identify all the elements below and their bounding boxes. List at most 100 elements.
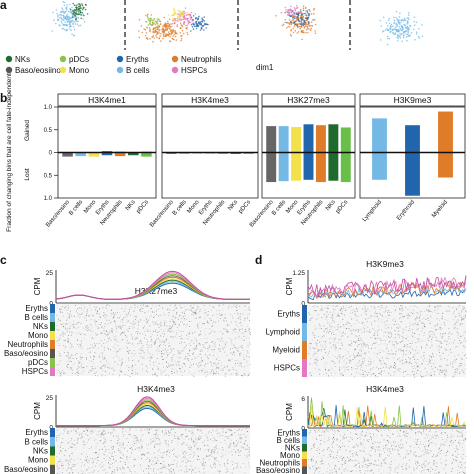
row-color-bar	[50, 367, 55, 376]
scatter-point	[294, 23, 297, 26]
heatmap-cell	[84, 334, 86, 335]
heatmap-cell	[165, 338, 167, 340]
scatter-point	[389, 25, 392, 27]
heatmap-cell	[79, 316, 81, 318]
heatmap-cell	[238, 315, 240, 317]
heatmap-cell	[67, 328, 69, 330]
heatmap-cell	[376, 356, 378, 358]
bar-lost	[278, 152, 289, 182]
heatmap-cell	[65, 346, 66, 348]
heatmap-cell	[137, 320, 138, 322]
heatmap-cell	[200, 430, 201, 432]
scatter-point	[385, 22, 388, 24]
heatmap-cell	[429, 361, 430, 363]
heatmap-cell	[166, 362, 167, 364]
heatmap-cell	[195, 318, 197, 319]
heatmap-cell	[97, 310, 98, 312]
scatter-point	[83, 6, 85, 9]
heatmap-cell	[114, 314, 115, 316]
scatter-point	[314, 32, 317, 34]
heatmap-cell	[126, 342, 128, 344]
heatmap-cell	[409, 342, 411, 344]
heatmap-cell	[313, 334, 314, 336]
heatmap-cell	[326, 306, 328, 308]
heatmap-cell	[200, 472, 202, 474]
heatmap-cell	[161, 341, 162, 343]
heatmap-cell	[351, 368, 353, 370]
heatmap-cell	[355, 364, 357, 366]
heatmap-cell	[211, 451, 213, 453]
row-color-bar	[50, 304, 55, 313]
heatmap-cell	[153, 364, 155, 366]
heatmap-cell	[441, 370, 443, 372]
heatmap-cell	[58, 463, 60, 465]
heatmap-cell	[189, 460, 191, 462]
scatter-point	[151, 21, 154, 24]
heatmap-cell	[145, 305, 147, 307]
y-tick-label: 1.0	[44, 196, 53, 202]
heatmap-cell	[121, 363, 122, 365]
heatmap-cell	[189, 366, 191, 368]
heatmap-cell	[444, 373, 446, 375]
heatmap-cell	[356, 319, 358, 321]
scatter-point	[73, 35, 75, 37]
heatmap-cell	[388, 353, 390, 355]
heatmap-cell	[92, 365, 94, 367]
heatmap-cell	[239, 353, 241, 355]
heatmap-cell	[400, 349, 402, 351]
scatter-point	[180, 19, 182, 22]
heatmap-cell	[465, 368, 467, 370]
heatmap-cell	[147, 367, 149, 369]
heatmap-cell	[369, 310, 371, 312]
heatmap-cell	[400, 350, 402, 352]
heatmap-cell	[205, 348, 207, 349]
heatmap-cell	[328, 305, 330, 306]
heatmap-cell	[70, 356, 71, 358]
heatmap-cell	[189, 326, 190, 327]
heatmap-cell	[365, 310, 367, 312]
scatter-point	[63, 24, 65, 26]
heatmap-cell	[239, 330, 240, 332]
heatmap-cell	[124, 430, 126, 432]
heatmap-cell	[248, 448, 250, 450]
heatmap-cell	[124, 316, 126, 318]
heatmap-cell	[138, 360, 139, 362]
heatmap-cell	[170, 336, 172, 338]
heatmap-cell	[167, 353, 169, 355]
heatmap-cell	[227, 435, 229, 437]
heatmap-cell	[211, 365, 212, 366]
heatmap-cell	[385, 306, 387, 308]
heatmap-cell	[404, 370, 405, 372]
heatmap-cell	[105, 306, 107, 308]
heatmap-cell	[136, 437, 138, 438]
panel-a-scatter: a	[0, 0, 424, 50]
scatter-point	[290, 29, 292, 32]
heatmap-cell	[95, 452, 96, 453]
heatmap-cell	[93, 347, 95, 348]
heatmap-cell	[436, 305, 438, 307]
scatter-point	[159, 23, 162, 26]
heatmap-cell	[317, 339, 319, 341]
heatmap-cell	[195, 348, 197, 350]
heatmap-cell	[111, 309, 112, 311]
heatmap-cell	[69, 314, 71, 316]
heatmap-cell	[223, 321, 225, 323]
heatmap-cell	[149, 453, 151, 455]
heatmap-cell	[100, 324, 102, 326]
heatmap-cell	[244, 309, 246, 311]
heatmap-cell	[434, 359, 436, 361]
scatter-point	[79, 3, 81, 6]
heatmap-cell	[315, 352, 317, 354]
heatmap-cell	[308, 350, 310, 352]
heatmap-cell	[209, 454, 211, 456]
heatmap-cell	[85, 329, 87, 331]
heatmap-cell	[430, 335, 431, 337]
heatmap-cell	[445, 350, 446, 351]
heatmap-cell	[173, 453, 175, 454]
heatmap-cell	[433, 371, 435, 373]
heatmap-cell	[69, 326, 71, 328]
scatter-point	[408, 14, 410, 16]
heatmap-cell	[246, 352, 247, 354]
scatter-point	[57, 16, 59, 18]
heatmap-cell	[121, 319, 123, 320]
